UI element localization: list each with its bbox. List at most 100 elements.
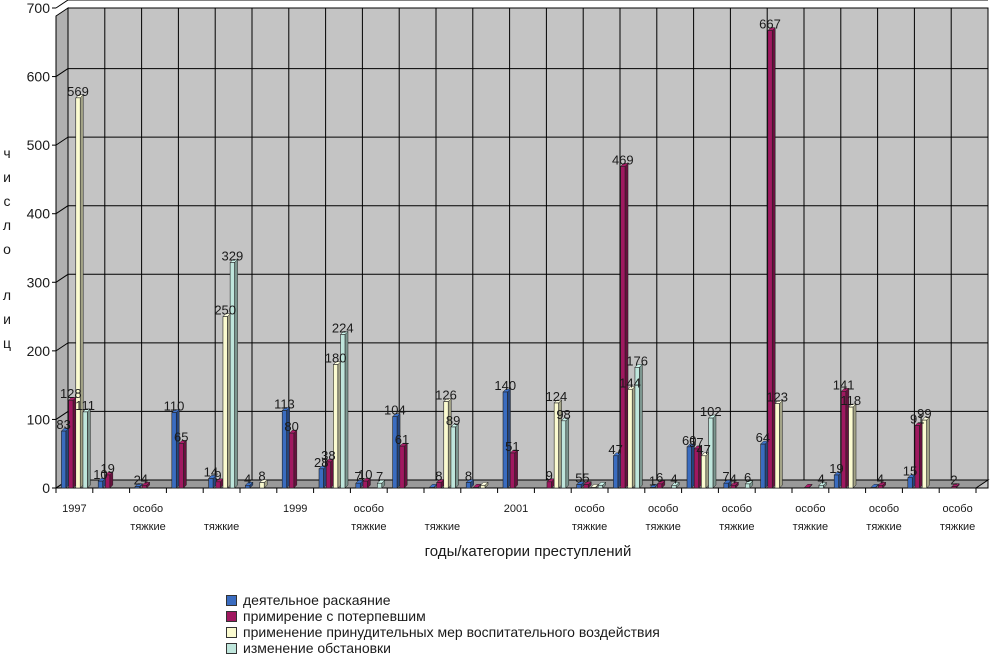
bar xyxy=(377,482,383,489)
y-tick-label: 700 xyxy=(27,0,51,16)
data-label: 99 xyxy=(917,406,931,421)
bar xyxy=(61,430,67,489)
data-label: 111 xyxy=(75,398,95,413)
bar xyxy=(613,455,619,489)
data-label: 102 xyxy=(700,404,722,419)
data-label: 65 xyxy=(174,429,188,444)
y-axis: 0 100 200 300 400 500 600 700 xyxy=(27,0,57,496)
x-tick-label: тяжкие xyxy=(204,521,239,533)
data-label: 14 xyxy=(204,464,218,479)
y-tick-label: 500 xyxy=(27,137,51,153)
bar xyxy=(465,482,471,489)
data-label: 4 xyxy=(141,471,148,486)
data-label: 144 xyxy=(619,375,641,390)
bar xyxy=(325,461,331,489)
bar xyxy=(804,487,810,489)
legend-swatch xyxy=(226,594,237,606)
data-label: 8 xyxy=(465,469,472,484)
data-label: 124 xyxy=(546,389,568,404)
data-label: 47 xyxy=(608,442,622,457)
bar xyxy=(657,483,663,489)
bar xyxy=(171,412,177,489)
bar xyxy=(951,486,957,489)
bar xyxy=(583,484,589,489)
data-label: 6 xyxy=(656,470,663,485)
legend-label: примирение с потерпевшим xyxy=(243,608,426,624)
x-tick-label: особо xyxy=(648,503,678,515)
bar xyxy=(818,484,824,489)
bar xyxy=(627,388,633,489)
y-axis-label-letter: и xyxy=(3,311,11,327)
x-tick-label: особо xyxy=(354,503,384,515)
bar xyxy=(701,455,707,489)
bar xyxy=(760,443,766,489)
bar xyxy=(392,416,398,489)
bar xyxy=(281,410,287,489)
data-label: 51 xyxy=(505,439,519,454)
bar xyxy=(509,452,515,489)
legend-label: изменение обстановки xyxy=(243,640,391,656)
bar-side xyxy=(455,423,459,489)
bar xyxy=(649,487,655,489)
data-label: 118 xyxy=(840,393,861,408)
data-label: 7 xyxy=(354,469,361,484)
y-axis-label-letter: о xyxy=(3,241,11,257)
bar xyxy=(259,482,265,489)
data-label: 7 xyxy=(722,469,729,484)
bar-side xyxy=(779,400,783,489)
legend-item: примирение с потерпевшим xyxy=(226,608,660,624)
data-label: 9 xyxy=(546,468,553,483)
bar-side xyxy=(514,449,518,489)
y-axis-label-letter: ч xyxy=(3,145,10,161)
y-tick-label: 600 xyxy=(27,69,51,85)
data-label: 104 xyxy=(384,403,406,418)
bar xyxy=(833,474,839,489)
bar xyxy=(848,406,854,489)
y-axis-label-letter: л xyxy=(3,217,11,233)
bar-side xyxy=(852,403,857,489)
data-label: 2 xyxy=(134,473,141,488)
data-label: 1 xyxy=(649,473,656,488)
x-tick-label: тяжкие xyxy=(351,521,386,533)
legend-label: деятельное раскаяние xyxy=(243,592,391,608)
bar xyxy=(921,419,927,489)
y-tick-label: 0 xyxy=(42,480,50,496)
legend-item: применение принудительных мер воспитател… xyxy=(226,624,660,640)
bar xyxy=(105,474,111,489)
bar xyxy=(436,482,442,489)
data-label: 180 xyxy=(325,351,347,366)
x-tick-label: 1999 xyxy=(283,503,307,515)
data-label: 140 xyxy=(494,378,516,393)
bar xyxy=(318,468,324,489)
bar-side xyxy=(712,414,717,489)
bar xyxy=(745,483,751,489)
data-label: 5 xyxy=(575,471,582,486)
bar-side xyxy=(293,429,298,489)
bar xyxy=(480,484,486,489)
data-label: 329 xyxy=(222,248,244,263)
data-label: 2 xyxy=(950,473,957,488)
x-tick-label: особо xyxy=(869,503,899,515)
data-label: 10 xyxy=(358,467,372,482)
x-tick-label: тяжкие xyxy=(940,521,975,533)
bar xyxy=(443,401,449,489)
data-label: 110 xyxy=(164,399,185,414)
bar-side xyxy=(234,258,238,489)
data-label: 4 xyxy=(670,471,677,486)
bar xyxy=(215,481,221,489)
data-label: 5 xyxy=(582,471,589,486)
bar xyxy=(730,484,736,489)
bar xyxy=(178,443,184,489)
data-label: 123 xyxy=(766,390,788,405)
data-label: 89 xyxy=(446,413,460,428)
data-label: 4 xyxy=(730,471,737,486)
data-label: 176 xyxy=(626,353,648,368)
bar xyxy=(634,367,640,489)
legend-item: деятельное раскаяние xyxy=(226,592,660,608)
bar xyxy=(208,478,214,489)
bar xyxy=(245,484,251,489)
bar xyxy=(333,364,339,489)
bar-side xyxy=(926,416,930,489)
